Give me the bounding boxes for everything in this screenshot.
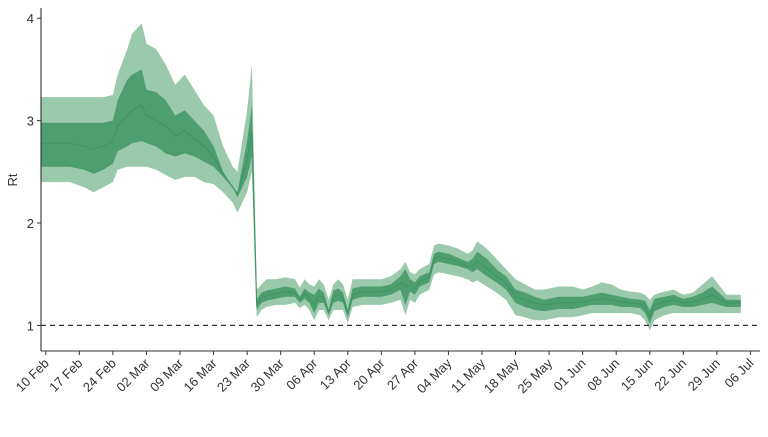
x-tick-label: 13 Apr <box>317 355 355 393</box>
x-tick-label: 29 Jun <box>685 356 723 394</box>
x-tick-label: 30 Mar <box>248 355 288 395</box>
x-tick-label: 16 Mar <box>180 355 220 395</box>
inner-credible-band <box>41 69 741 324</box>
x-tick-label: 18 May <box>481 355 522 396</box>
x-tick-label: 25 May <box>514 355 555 396</box>
x-tick-label: 11 May <box>448 355 488 395</box>
x-tick-label: 17 Feb <box>46 356 85 395</box>
x-tick-label: 08 Jun <box>584 356 622 394</box>
axes-layer <box>40 8 760 352</box>
x-tick-label: 20 Apr <box>350 355 388 393</box>
y-tick-label: 2 <box>27 216 34 231</box>
x-tick-label: 23 Mar <box>214 355 254 395</box>
y-tick-label: 4 <box>27 11 34 26</box>
y-ticks-layer: 1 2 3 4 <box>27 11 41 333</box>
x-tick-label: 01 Jun <box>551 356 589 394</box>
y-tick-label: 3 <box>27 114 34 129</box>
x-tick-label: 22 Jun <box>651 356 689 394</box>
x-tick-label: 09 Mar <box>147 355 187 395</box>
median-line <box>41 104 741 319</box>
x-tick-label: 10 Feb <box>13 356 52 395</box>
y-axis-label: Rt <box>5 173 20 186</box>
y-tick-label: 1 <box>27 318 34 333</box>
x-tick-label: 15 Jun <box>618 356 656 394</box>
x-tick-label: 02 Mar <box>113 355 153 395</box>
x-tick-label: 06 Jul <box>721 355 756 390</box>
x-tick-label: 04 May <box>414 355 455 396</box>
x-tick-label: 06 Apr <box>283 355 321 393</box>
bands-layer <box>41 23 741 331</box>
x-tick-label: 24 Feb <box>80 356 119 395</box>
